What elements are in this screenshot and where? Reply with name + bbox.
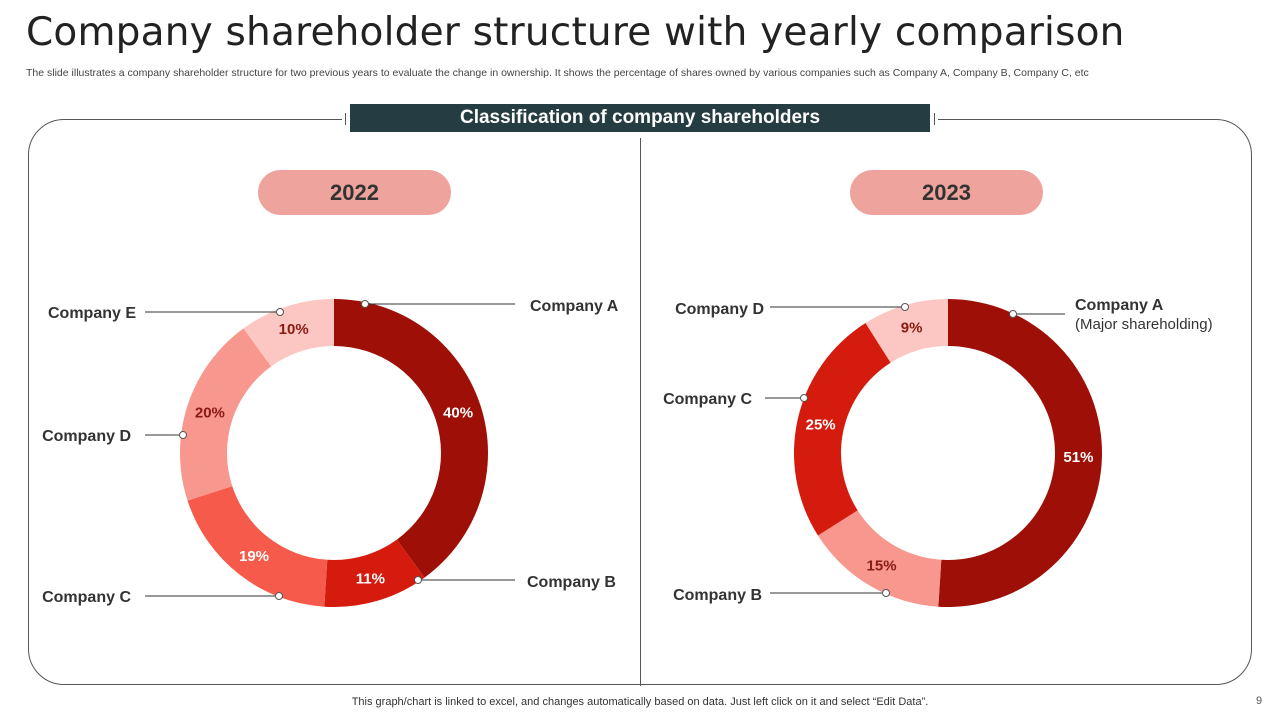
slice-value-label: 10% bbox=[279, 321, 309, 338]
slice-value-label: 11% bbox=[356, 570, 385, 587]
donut-slice-2022-company-d bbox=[179, 328, 272, 501]
company-sublabel: (Major shareholding) bbox=[1075, 316, 1213, 333]
year-pill-2022: 2022 bbox=[258, 170, 451, 215]
page-number: 9 bbox=[1256, 695, 1263, 707]
leader-dot bbox=[276, 308, 284, 316]
donut-slice-2023-company-d bbox=[865, 299, 948, 363]
slice-value-label: 25% bbox=[806, 417, 836, 434]
company-label-company-b: Company B bbox=[673, 587, 762, 604]
banner-left-tick bbox=[345, 113, 346, 125]
donut-slice-2022-company-b bbox=[324, 539, 425, 607]
leader-dot bbox=[800, 394, 808, 402]
donut-slice-2023-company-b bbox=[817, 510, 942, 607]
leader-dot bbox=[361, 300, 369, 308]
company-label-company-a: Company A bbox=[530, 298, 619, 315]
leader-dot bbox=[275, 592, 283, 600]
section-banner: Classification of company shareholders bbox=[350, 104, 930, 132]
company-label-company-b: Company B bbox=[527, 574, 616, 591]
donut-slice-2022-company-a bbox=[334, 299, 488, 578]
slice-value-label: 40% bbox=[443, 405, 473, 422]
slice-value-label: 51% bbox=[1063, 449, 1093, 466]
leader-dot bbox=[179, 431, 187, 439]
banner-right-tick bbox=[934, 113, 935, 125]
company-label-company-c: Company C bbox=[42, 589, 131, 606]
company-label-company-e: Company E bbox=[48, 305, 136, 322]
donut-slice-2023-company-c bbox=[794, 322, 891, 536]
donut-slice-2023-company-a bbox=[938, 299, 1103, 607]
panel-divider bbox=[640, 138, 641, 686]
leader-dot bbox=[1009, 310, 1017, 318]
slice-value-label: 15% bbox=[867, 557, 897, 574]
donut-slice-2022-company-e bbox=[243, 299, 334, 367]
leader-dot bbox=[414, 576, 422, 584]
company-label-company-d: Company D bbox=[675, 301, 764, 318]
slice-value-label: 20% bbox=[195, 405, 225, 422]
page-subtitle: The slide illustrates a company sharehol… bbox=[26, 67, 1089, 79]
page-title: Company shareholder structure with yearl… bbox=[26, 10, 1125, 55]
slice-value-label: 9% bbox=[901, 320, 923, 337]
year-pill-2023: 2023 bbox=[850, 170, 1043, 215]
company-label-company-a: Company A bbox=[1075, 297, 1164, 314]
leader-dot bbox=[901, 303, 909, 311]
company-label-company-c: Company C bbox=[663, 391, 752, 408]
leader-dot bbox=[882, 589, 890, 597]
slice-value-label: 19% bbox=[239, 548, 269, 565]
donut-slice-2022-company-c bbox=[187, 486, 328, 607]
footer-note: This graph/chart is linked to excel, and… bbox=[351, 696, 929, 708]
company-label-company-d: Company D bbox=[42, 428, 131, 445]
